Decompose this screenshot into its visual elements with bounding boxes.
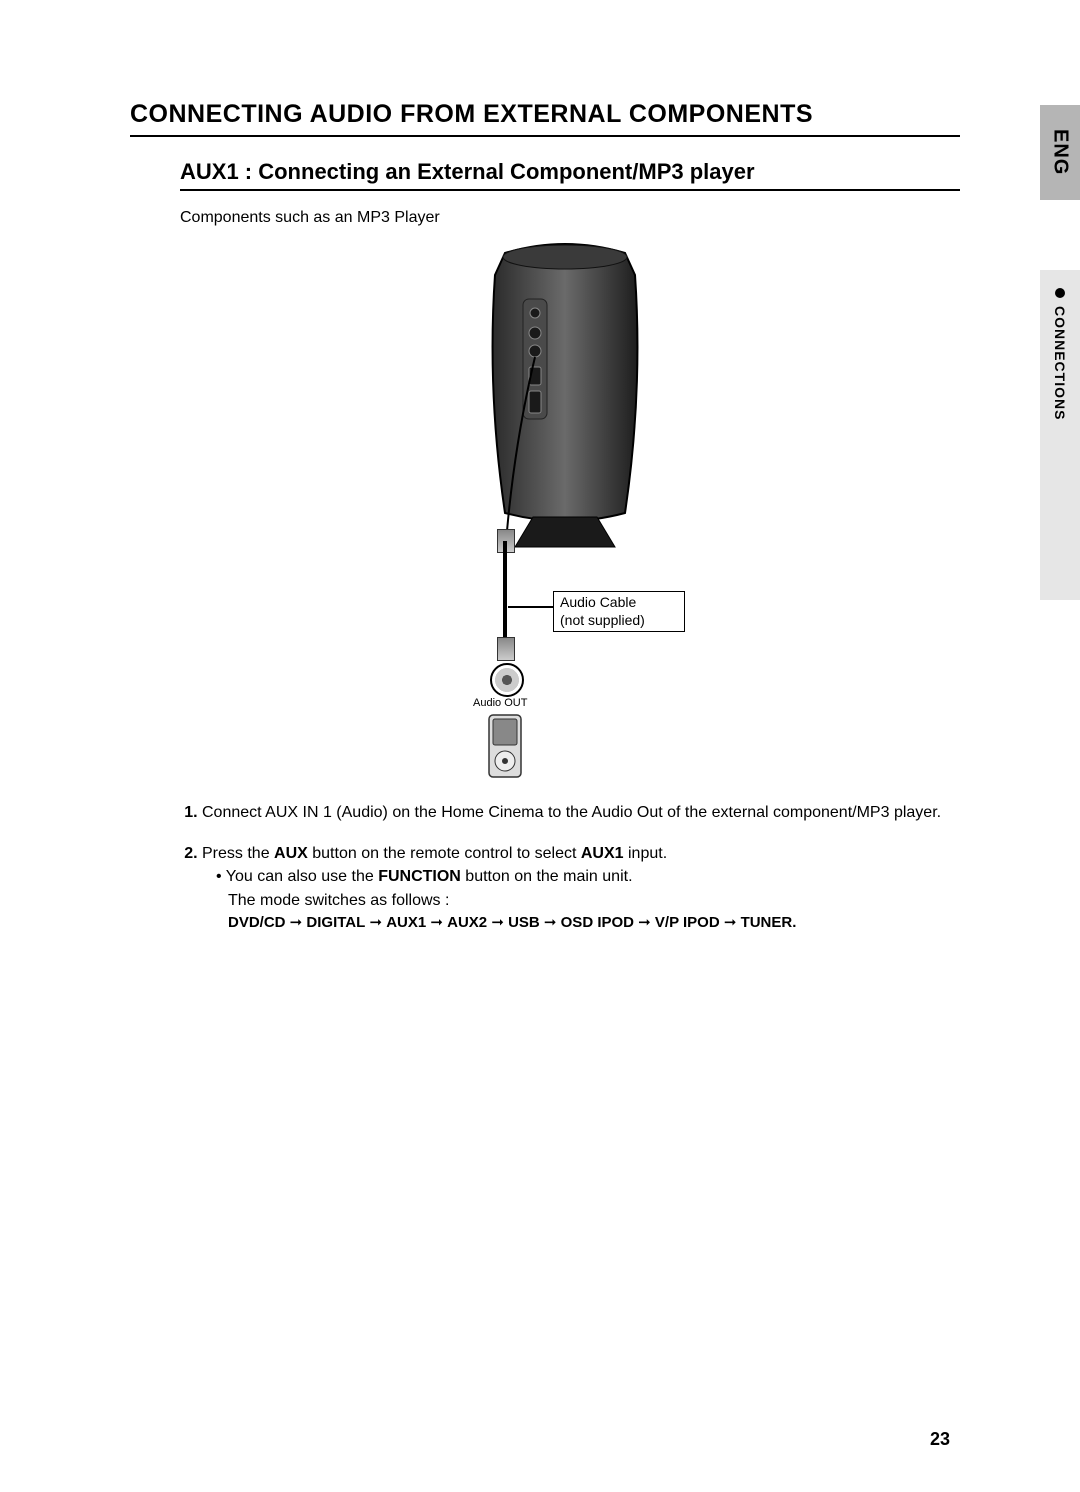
- section-label: CONNECTIONS: [1052, 306, 1068, 420]
- s2-suffix: input.: [624, 845, 668, 862]
- arrow-icon: ➞: [720, 914, 741, 931]
- page-number: 23: [930, 1429, 950, 1450]
- s2sub-suffix: button on the main unit.: [461, 868, 633, 885]
- language-label: ENG: [1049, 129, 1072, 175]
- mode-switch-chain: DVD/CD ➞ DIGITAL ➞ AUX1 ➞ AUX2 ➞ USB ➞ O…: [228, 912, 960, 934]
- connection-diagram: Audio Cable (not supplied) Audio OUT: [385, 241, 705, 771]
- audio-jack-bottom-icon: [497, 637, 515, 661]
- section-label-wrap: CONNECTIONS: [1052, 288, 1068, 420]
- mp3-player-icon: [487, 713, 523, 779]
- lead-text: Components such as an MP3 Player: [180, 209, 960, 227]
- audio-out-port-icon: [490, 663, 524, 697]
- step-1: Connect AUX IN 1 (Audio) on the Home Cin…: [202, 801, 960, 824]
- audio-out-label: Audio OUT: [473, 697, 527, 709]
- step-2-sub1: You can also use the FUNCTION button on …: [216, 865, 960, 888]
- home-cinema-device-icon: [475, 241, 655, 551]
- step-2: Press the AUX button on the remote contr…: [202, 842, 960, 933]
- callout-leader-line: [508, 606, 554, 608]
- step-1-text: Connect AUX IN 1 (Audio) on the Home Cin…: [202, 804, 941, 821]
- bullet-icon: [1055, 288, 1065, 298]
- arrow-icon: ➞: [487, 914, 508, 931]
- mode-aux1: AUX1: [386, 914, 426, 931]
- s2-aux1: AUX1: [581, 845, 624, 862]
- audio-cable-icon: [503, 541, 507, 641]
- s2-aux: AUX: [274, 845, 308, 862]
- arrow-icon: ➞: [286, 914, 307, 931]
- mode-vpipod: V/P IPOD: [655, 914, 720, 931]
- language-tab: ENG: [1040, 105, 1080, 200]
- arrow-icon: ➞: [426, 914, 447, 931]
- mode-usb: USB: [508, 914, 540, 931]
- audio-cable-callout: Audio Cable (not supplied): [553, 591, 685, 632]
- arrow-icon: ➞: [365, 914, 386, 931]
- mode-osdipod: OSD IPOD: [561, 914, 634, 931]
- manual-page: ENG CONNECTIONS CONNECTING AUDIO FROM EX…: [0, 0, 1080, 1492]
- callout-line1: Audio Cable: [560, 594, 678, 612]
- s2-prefix: Press the: [202, 845, 274, 862]
- mode-tuner: TUNER: [741, 914, 793, 931]
- arrow-icon: ➞: [634, 914, 655, 931]
- mode-digital: DIGITAL: [306, 914, 365, 931]
- step-2-text: Press the AUX button on the remote contr…: [202, 845, 667, 862]
- arrow-icon: ➞: [540, 914, 561, 931]
- page-title: CONNECTING AUDIO FROM EXTERNAL COMPONENT…: [130, 100, 960, 137]
- s2sub-function: FUNCTION: [378, 868, 461, 885]
- s2-mid: button on the remote control to select: [308, 845, 581, 862]
- section-subtitle: AUX1 : Connecting an External Component/…: [180, 159, 960, 191]
- callout-line2: (not supplied): [560, 612, 678, 630]
- section-tab: CONNECTIONS: [1040, 270, 1080, 600]
- mode-dvdcd: DVD/CD: [228, 914, 286, 931]
- s2sub-prefix: You can also use the: [226, 868, 378, 885]
- step-2-sub2: The mode switches as follows :: [228, 889, 960, 912]
- mode-aux2: AUX2: [447, 914, 487, 931]
- instruction-steps: Connect AUX IN 1 (Audio) on the Home Cin…: [180, 801, 960, 934]
